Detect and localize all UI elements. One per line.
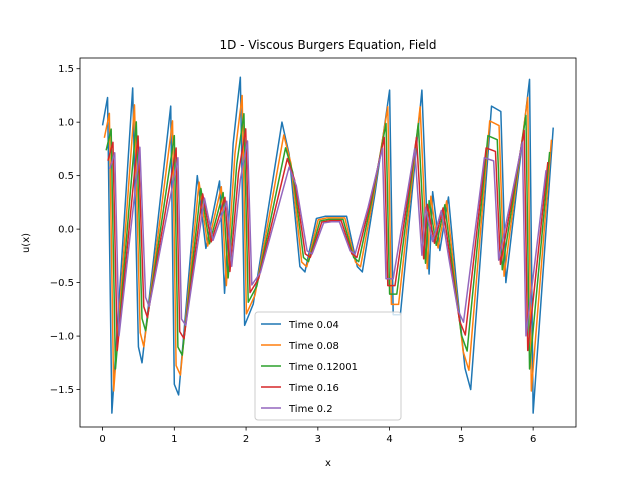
legend-label: Time 0.08 xyxy=(288,341,339,352)
legend-box xyxy=(254,311,402,421)
y-tick-label: 1.5 xyxy=(58,64,74,75)
x-tick-label: 1 xyxy=(171,434,177,445)
plot-area xyxy=(101,76,554,414)
legend-label: Time 0.12001 xyxy=(288,362,358,373)
x-tick-label: 0 xyxy=(99,434,105,445)
y-tick-label: −1.5 xyxy=(50,385,74,396)
legend-label: Time 0.16 xyxy=(288,383,339,394)
y-axis-label: u(x) xyxy=(21,233,32,253)
axes: 0 1 2 3 4 5 6 −1.5 −1.0 −0.5 0.0 0.5 1.0 1.5 xyxy=(50,57,577,445)
legend-label: Time 0.04 xyxy=(288,320,339,331)
legend-label: Time 0.2 xyxy=(288,404,333,415)
y-tick-label: 0.0 xyxy=(58,225,74,236)
y-tick-label: −1.0 xyxy=(50,332,74,343)
y-tick-label: 1.0 xyxy=(58,118,74,129)
series-line-4 xyxy=(109,140,547,337)
series-line-1 xyxy=(103,94,553,392)
legend: Time 0.04 Time 0.08 Time 0.12001 Time 0.16 T… xyxy=(254,311,402,421)
axes-frame xyxy=(79,57,577,428)
y-tick-label: −0.5 xyxy=(50,278,74,289)
series-line-2 xyxy=(105,112,551,370)
y-tick-label: 0.5 xyxy=(58,171,74,182)
x-tick-label: 5 xyxy=(458,434,464,445)
x-tick-label: 6 xyxy=(530,434,536,445)
x-axis-label: x xyxy=(325,458,331,469)
x-tick-label: 4 xyxy=(386,434,392,445)
x-tick-label: 3 xyxy=(315,434,321,445)
x-tick-label: 2 xyxy=(243,434,249,445)
chart-title: 1D - Viscous Burgers Equation, Field xyxy=(219,38,436,52)
